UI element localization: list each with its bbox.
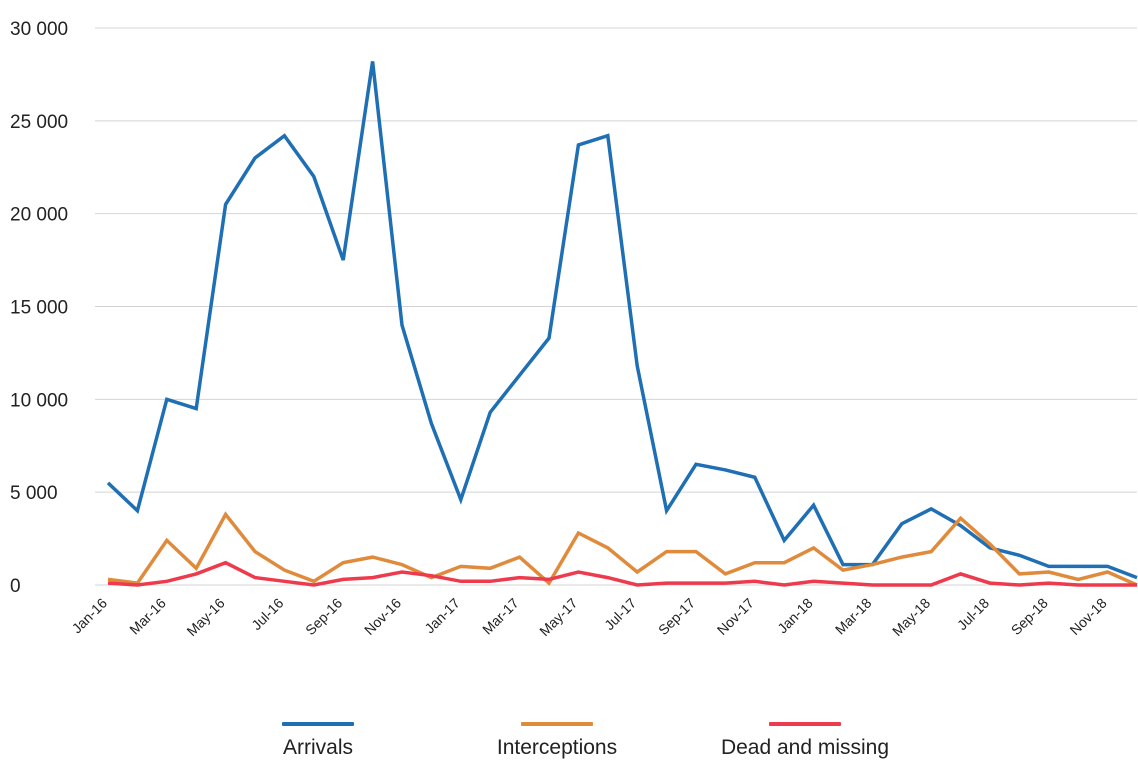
legend-label-arrivals: Arrivals bbox=[282, 736, 353, 759]
x-tick-label: Jan-18 bbox=[774, 595, 816, 637]
x-tick-label: May-16 bbox=[183, 595, 227, 639]
series-line-arrivals bbox=[106, 61, 1138, 580]
x-tick-label: May-17 bbox=[536, 595, 580, 639]
x-tick-label: Nov-18 bbox=[1066, 595, 1109, 638]
legend-item-arrivals: Arrivals bbox=[198, 722, 438, 760]
x-tick-label: Mar-16 bbox=[126, 595, 169, 638]
x-tick-label: Sep-18 bbox=[1008, 595, 1051, 638]
series-line-interceptions bbox=[107, 511, 1138, 587]
x-tick-label: Nov-16 bbox=[361, 595, 404, 638]
legend-swatch-arrivals bbox=[282, 722, 354, 726]
series-lines bbox=[106, 61, 1138, 587]
line-chart: 0 5 000 10 000 15 000 20 000 25 000 30 000 Jan… bbox=[10, 19, 1138, 639]
y-tick-label: 0 bbox=[10, 576, 21, 597]
y-tick-label: 25 000 bbox=[10, 112, 68, 133]
legend: Arrivals Interceptions Dead and missing bbox=[0, 722, 1138, 764]
x-tick-label: Jul-16 bbox=[248, 595, 286, 633]
y-tick-label: 10 000 bbox=[10, 390, 68, 411]
x-tick-label: Mar-18 bbox=[832, 595, 875, 638]
x-tick-label: May-18 bbox=[889, 595, 933, 639]
y-axis-tick-labels: 0 5 000 10 000 15 000 20 000 25 000 30 000 bbox=[10, 19, 68, 597]
legend-label-interceptions: Interceptions bbox=[496, 736, 618, 759]
x-tick-label: Mar-17 bbox=[479, 595, 522, 638]
x-tick-label: Sep-17 bbox=[655, 595, 698, 638]
y-tick-label: 30 000 bbox=[10, 19, 68, 40]
x-tick-label: Jan-17 bbox=[421, 595, 463, 637]
x-tick-label: Sep-16 bbox=[302, 595, 345, 638]
series-line-dead-and-missing bbox=[107, 560, 1137, 587]
legend-item-interceptions: Interceptions bbox=[437, 722, 677, 760]
y-tick-label: 20 000 bbox=[10, 205, 68, 226]
x-axis-tick-labels: Jan-16 Mar-16 May-16 Jul-16 Sep-16 Nov-16 Jan-… bbox=[69, 595, 1110, 639]
legend-item-dead-and-missing: Dead and missing bbox=[685, 722, 925, 760]
y-tick-label: 5 000 bbox=[10, 483, 58, 504]
legend-swatch-interceptions bbox=[521, 722, 593, 726]
x-tick-label: Nov-17 bbox=[714, 595, 757, 638]
legend-swatch-dead-and-missing bbox=[769, 722, 841, 726]
legend-label-dead-and-missing: Dead and missing bbox=[720, 736, 890, 759]
x-tick-label: Jul-18 bbox=[954, 595, 992, 633]
x-tick-label: Jul-17 bbox=[601, 595, 639, 633]
y-tick-label: 15 000 bbox=[10, 298, 68, 319]
gridlines bbox=[95, 27, 1137, 586]
x-tick-label: Jan-16 bbox=[69, 595, 111, 637]
